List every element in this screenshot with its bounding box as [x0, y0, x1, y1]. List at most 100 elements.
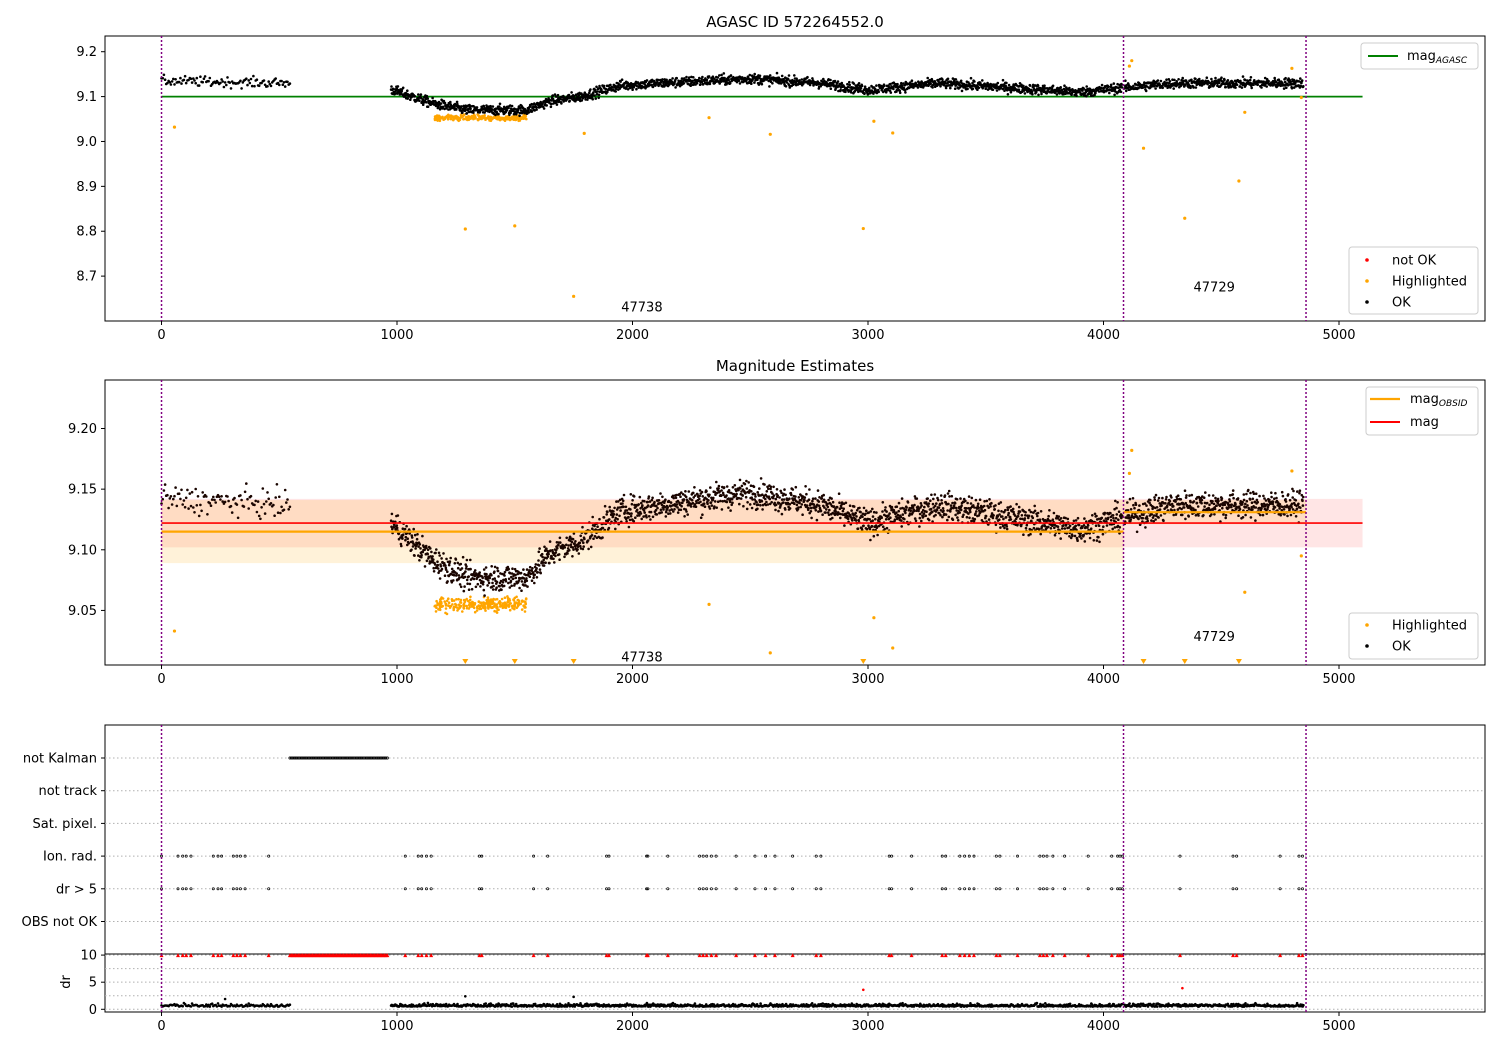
- ok-point: [701, 513, 704, 516]
- ok-point: [489, 104, 492, 108]
- ok-point: [1141, 86, 1145, 89]
- ok-point: [243, 490, 247, 494]
- highlighted-point: [479, 601, 482, 604]
- ok-point: [467, 588, 471, 591]
- ok-point: [782, 78, 785, 82]
- ok-point: [1260, 86, 1263, 89]
- ok-point: [655, 504, 658, 508]
- ok-point: [651, 85, 655, 89]
- ok-point: [846, 82, 849, 86]
- ok-point: [741, 494, 744, 497]
- ok-point: [497, 575, 500, 578]
- ok-point: [765, 500, 768, 504]
- highlighted-point: [523, 116, 527, 119]
- ok-point: [687, 76, 691, 79]
- highlighted-point: [476, 118, 480, 122]
- ok-point: [760, 82, 764, 86]
- ok-point: [702, 502, 706, 506]
- ok-point: [253, 503, 256, 507]
- ok-point: [1004, 508, 1007, 512]
- ok-point: [896, 513, 900, 517]
- highlighted-point: [445, 599, 449, 603]
- ok-point: [1055, 93, 1059, 96]
- ok-point: [863, 92, 866, 95]
- ok-point: [809, 506, 813, 510]
- ok-point: [535, 576, 539, 579]
- ok-point: [884, 506, 887, 509]
- ok-point: [1036, 511, 1040, 515]
- ok-point: [840, 506, 843, 510]
- ok-point: [474, 585, 478, 589]
- ok-point: [184, 81, 188, 85]
- ok-point: [990, 501, 993, 505]
- ok-point: [426, 105, 430, 108]
- highlighted-point: [515, 595, 518, 599]
- ok-point: [831, 516, 834, 520]
- ok-point: [1158, 83, 1161, 86]
- ok-point: [987, 518, 991, 521]
- ok-point: [716, 500, 720, 504]
- ok-point: [572, 94, 576, 98]
- ok-point: [423, 565, 427, 568]
- ok-point: [711, 75, 715, 78]
- ok-point: [643, 499, 646, 503]
- ok-point: [845, 514, 849, 518]
- ok-point: [890, 505, 894, 509]
- agasc-x-tick-label: 4000: [1087, 328, 1120, 343]
- ok-point: [756, 491, 759, 494]
- ok-point: [941, 507, 945, 510]
- ok-point: [469, 567, 472, 571]
- ok-point: [477, 575, 480, 579]
- ok-point: [539, 571, 542, 575]
- ok-point: [705, 78, 709, 82]
- ok-point: [163, 483, 167, 486]
- ok-point: [530, 110, 534, 113]
- ok-point: [1027, 514, 1031, 518]
- ok-point: [946, 509, 949, 512]
- ok-point: [797, 506, 800, 509]
- ok-point: [465, 565, 468, 568]
- ok-point: [498, 105, 501, 108]
- ok-point: [722, 72, 726, 75]
- ok-point: [1152, 84, 1156, 88]
- ok-point: [591, 527, 594, 530]
- ok-point: [541, 555, 544, 559]
- ok-point: [966, 501, 969, 505]
- ok-point: [278, 83, 281, 87]
- ok-point: [956, 516, 959, 519]
- legend-point-label: not OK: [1392, 254, 1437, 269]
- ok-point: [483, 111, 486, 114]
- ok-point: [900, 81, 903, 85]
- highlighted-point: [438, 117, 442, 121]
- ok-point: [535, 567, 538, 570]
- ok-point: [883, 84, 886, 88]
- ok-point: [872, 534, 876, 538]
- ok-point: [754, 495, 757, 498]
- ok-point: [788, 86, 792, 89]
- ok-point: [622, 493, 626, 497]
- highlighted-point: [515, 606, 519, 610]
- ok-point: [518, 114, 521, 118]
- ok-point: [647, 515, 651, 518]
- ok-point: [209, 504, 213, 508]
- highlighted-point: [512, 116, 516, 120]
- ok-point: [737, 496, 741, 500]
- ok-point: [827, 498, 830, 502]
- highlighted-point: [435, 606, 438, 609]
- ok-point: [643, 83, 646, 86]
- ok-point: [432, 566, 436, 570]
- ok-point: [487, 581, 491, 585]
- ok-point: [656, 78, 660, 82]
- ok-point: [1173, 78, 1176, 82]
- ok-point: [580, 92, 583, 95]
- ok-point: [280, 505, 283, 509]
- ok-point: [614, 527, 617, 531]
- ok-point: [698, 76, 701, 80]
- ok-point: [282, 81, 286, 84]
- ok-point: [676, 506, 679, 509]
- ok-point: [577, 93, 581, 97]
- ok-point: [454, 558, 458, 561]
- ok-point: [598, 84, 601, 88]
- ok-point: [1244, 78, 1247, 82]
- ok-point: [1240, 86, 1244, 89]
